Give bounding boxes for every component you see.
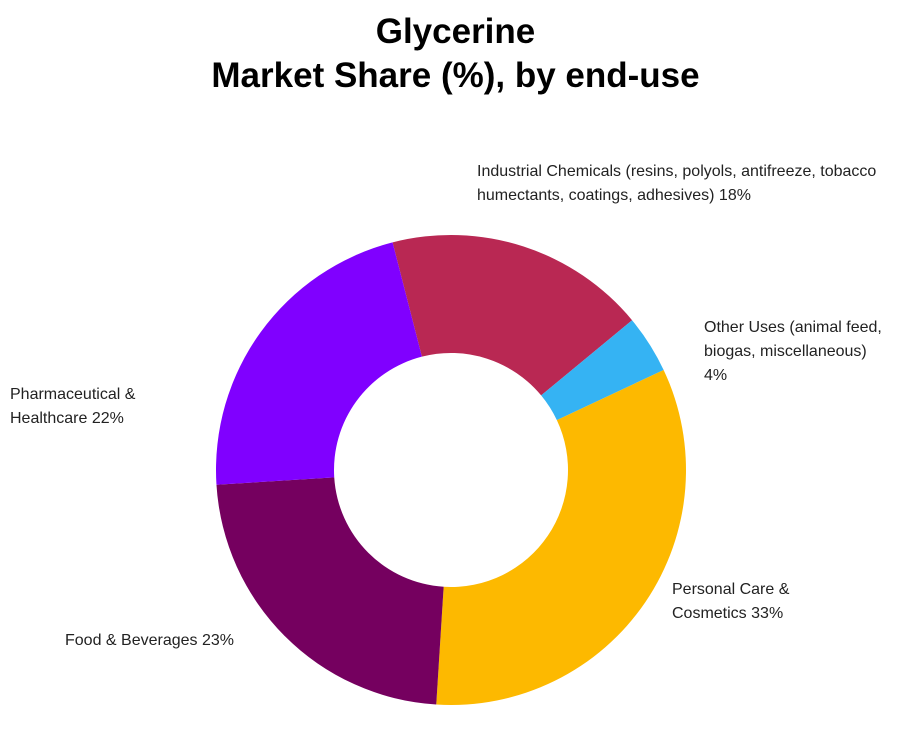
slice-label: Industrial Chemicals (resins, polyols, a… [477,160,897,208]
value-label: 23% [201,632,235,649]
category-label: Pharmaceutical & Healthcare [10,386,136,427]
category-label: Industrial Chemicals (resins, polyols, a… [477,163,877,204]
value-label: 4% [704,367,728,384]
donut-slice [541,320,664,421]
chart-title: Glycerine [375,12,536,51]
donut-slice [216,477,444,705]
slice-label: Pharmaceutical & Healthcare 22% [10,383,180,431]
category-label: Other Uses (animal feed, biogas, miscell… [704,319,882,360]
category-label: Personal Care & Cosmetics [672,581,790,622]
donut-slice [215,242,422,485]
chart-subtitle: Market Share (%), by end-use [211,56,700,95]
value-label: 22% [91,410,124,427]
value-label: 18% [718,187,751,204]
donut-slice [392,235,633,396]
category-label: Food & Beverages [65,632,198,649]
slice-label: Personal Care & Cosmetics 33% [672,578,832,626]
slice-label: Other Uses (animal feed, biogas, miscell… [704,316,889,388]
value-label: 33% [751,605,784,622]
donut-slice [436,369,686,705]
slice-label: Food & Beverages 23% [65,629,325,653]
